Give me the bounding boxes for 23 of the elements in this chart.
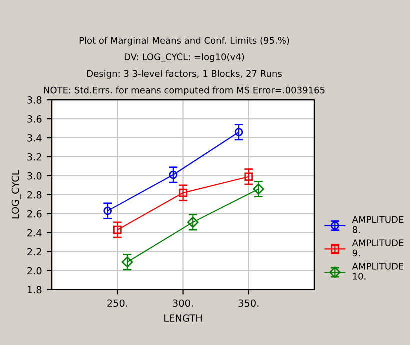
y-tick-label: 2.8 bbox=[28, 191, 42, 199]
y-tick-label: 2.6 bbox=[28, 210, 42, 218]
x-tick-label: 250. bbox=[108, 300, 128, 308]
y-tick-label: 1.8 bbox=[28, 286, 42, 294]
y-tick-label: 3.8 bbox=[28, 96, 42, 104]
legend-label: AMPLITUDE 10. bbox=[352, 263, 404, 280]
chart-title: Plot of Marginal Means and Conf. Limits (95.%) bbox=[80, 37, 290, 46]
legend-label: AMPLITUDE 9. bbox=[352, 240, 404, 257]
y-tick-label: 2.0 bbox=[28, 267, 42, 275]
x-tick-label: 300. bbox=[173, 300, 194, 308]
x-axis-title: LENGTH bbox=[164, 314, 202, 322]
y-axis-title: LOG_CYCL bbox=[12, 170, 22, 219]
y-tick-label: 3.0 bbox=[28, 172, 42, 180]
y-tick-label: 3.2 bbox=[28, 153, 42, 161]
y-tick-label: 2.2 bbox=[28, 248, 42, 256]
text: NOTE: Std.Errs. for means computed from MS Error=.0039165 bbox=[44, 86, 325, 96]
text: Design: 3 3-level factors, 1 Blocks, 27 Runs bbox=[88, 70, 282, 79]
y-tick-label: 3.4 bbox=[28, 134, 42, 142]
y-tick-label: 2.4 bbox=[28, 229, 42, 237]
chart-subtitle: DV: LOG_CYCL: =log10(v4) bbox=[124, 53, 244, 62]
y-tick-label: 3.6 bbox=[28, 116, 42, 123]
x-tick-label: 350. bbox=[238, 300, 259, 308]
legend-label: AMPLITUDE 8. bbox=[352, 216, 404, 234]
